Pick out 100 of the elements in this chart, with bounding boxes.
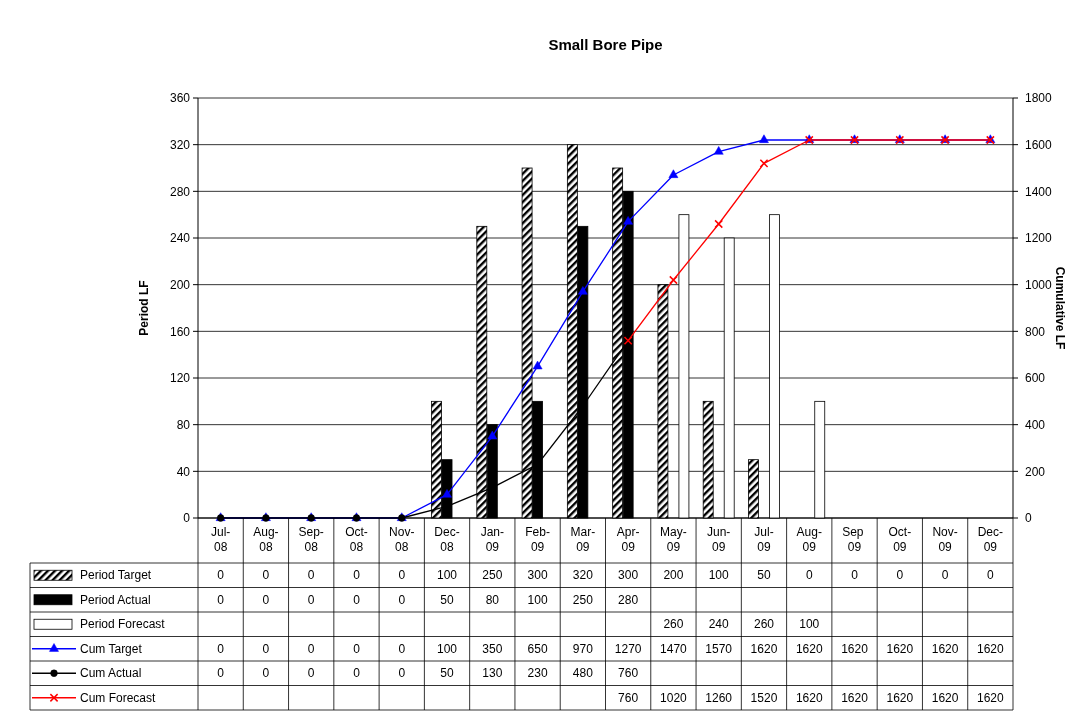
- data-label: 1620: [841, 641, 869, 656]
- y-tick-label: 40: [176, 464, 191, 479]
- data-label: 0: [353, 592, 361, 607]
- data-label: 300: [527, 568, 548, 583]
- data-label: 1620: [886, 690, 914, 705]
- x-tick-label: Jun-09: [707, 525, 731, 554]
- x-tick-label: Jul-08: [210, 525, 231, 554]
- data-label: 0: [398, 641, 406, 656]
- data-label: 0: [307, 666, 315, 681]
- data-label: 0: [217, 568, 225, 583]
- data-label: 260: [663, 617, 684, 632]
- legend-label: Cum Target: [80, 641, 143, 656]
- x-tick-label: Jan-09: [480, 525, 504, 554]
- y-tick-label: 120: [169, 371, 191, 386]
- y2-tick-label: 600: [1025, 371, 1046, 386]
- data-label: 250: [482, 568, 503, 583]
- data-label: 1620: [886, 641, 914, 656]
- x-tick-label: Nov-09: [932, 525, 958, 554]
- data-label: 280: [618, 592, 639, 607]
- x-tick-label: Oct-08: [345, 525, 368, 554]
- legend-label: Period Actual: [80, 592, 151, 607]
- data-label: 0: [217, 641, 225, 656]
- data-label: 80: [485, 592, 500, 607]
- legend-label: Cum Actual: [80, 666, 142, 681]
- data-label: 1520: [750, 690, 778, 705]
- y-tick-label: 160: [169, 324, 191, 339]
- data-label: 480: [572, 666, 594, 681]
- x-tick-label: Aug-09: [796, 525, 822, 554]
- data-label: 200: [663, 568, 684, 583]
- data-label: 50: [757, 568, 771, 583]
- y2-tick-label: 800: [1025, 324, 1046, 339]
- data-label: 1260: [705, 690, 733, 705]
- data-label: 1620: [931, 641, 959, 656]
- data-label: 1620: [841, 690, 869, 705]
- data-label: 230: [527, 666, 548, 681]
- data-label: 0: [217, 666, 225, 681]
- data-label: 650: [527, 641, 548, 656]
- data-label: 1620: [795, 690, 823, 705]
- data-label: 100: [708, 568, 730, 583]
- x-tick-label: May-09: [660, 525, 687, 554]
- data-label: 1620: [977, 641, 1005, 656]
- x-tick-label: Oct-09: [888, 525, 912, 554]
- data-label: 0: [353, 666, 361, 681]
- x-tick-label: Apr-09: [616, 525, 640, 554]
- data-label: 100: [437, 641, 458, 656]
- x-tick-label: Sep 09: [842, 525, 867, 554]
- data-label: 0: [896, 568, 904, 583]
- data-label: 0: [262, 568, 270, 583]
- data-label: 300: [618, 568, 639, 583]
- data-label: 0: [398, 568, 406, 583]
- y2-tick-label: 1000: [1025, 277, 1053, 292]
- y2-tick-label: 1400: [1025, 184, 1053, 199]
- x-tick-label: Mar-09: [570, 525, 596, 554]
- data-label: 1620: [750, 641, 778, 656]
- data-label: 100: [799, 617, 820, 632]
- y-tick-label: 240: [169, 231, 191, 246]
- data-label: 0: [262, 592, 270, 607]
- chart-title: Small Bore Pipe: [548, 36, 663, 53]
- y-axis-title: Period LF: [137, 280, 151, 336]
- data-label: 1470: [660, 641, 688, 656]
- y2-tick-label: 0: [1025, 511, 1032, 526]
- data-label: 760: [618, 666, 639, 681]
- data-label: 0: [307, 641, 315, 656]
- data-label: 240: [708, 617, 730, 632]
- data-label: 50: [440, 666, 455, 681]
- data-label: 50: [440, 592, 455, 607]
- y2-tick-label: 1600: [1025, 137, 1053, 152]
- data-label: 1020: [660, 690, 688, 705]
- y-tick-label: 320: [169, 137, 191, 152]
- data-label: 0: [941, 568, 949, 583]
- y-tick-label: 280: [169, 184, 191, 199]
- data-label: 1620: [931, 690, 959, 705]
- data-label: 1570: [705, 641, 733, 656]
- data-label: 320: [572, 568, 594, 583]
- x-tick-label: Sep-08: [298, 525, 324, 554]
- y2-tick-label: 200: [1025, 464, 1046, 479]
- data-label: 0: [307, 568, 315, 583]
- x-tick-label: Jul-09: [754, 525, 774, 554]
- data-label: 0: [805, 568, 813, 583]
- data-label: 0: [307, 592, 315, 607]
- x-tick-label: Dec-08: [434, 525, 460, 554]
- y2-axis-title: Cumulative LF: [1053, 266, 1067, 350]
- data-label: 250: [572, 592, 594, 607]
- legend-label: Cum Forecast: [80, 690, 157, 705]
- data-label: 0: [217, 592, 225, 607]
- data-label: 1620: [795, 641, 823, 656]
- data-label: 970: [572, 641, 594, 656]
- data-label: 260: [753, 617, 775, 632]
- data-label: 100: [437, 568, 458, 583]
- data-label: 350: [482, 641, 503, 656]
- data-label: 0: [353, 641, 361, 656]
- data-label: 0: [262, 666, 270, 681]
- data-label: 100: [527, 592, 548, 607]
- data-label: 0: [398, 592, 406, 607]
- x-tick-label: Feb-09: [525, 525, 550, 554]
- y2-tick-label: 1200: [1025, 231, 1053, 246]
- data-label: 0: [851, 568, 859, 583]
- y-tick-label: 360: [169, 91, 191, 106]
- data-label: 0: [353, 568, 361, 583]
- data-label: 0: [987, 568, 995, 583]
